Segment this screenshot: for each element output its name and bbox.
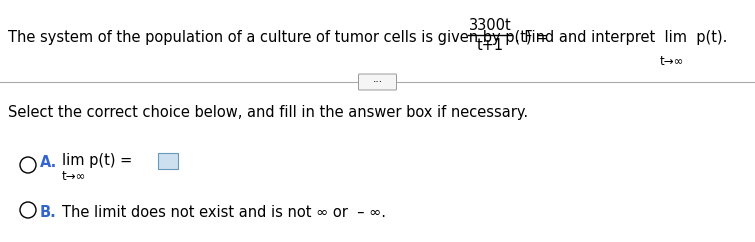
- Text: Select the correct choice below, and fill in the answer box if necessary.: Select the correct choice below, and fil…: [8, 105, 528, 120]
- Text: The system of the population of a culture of tumor cells is given by p(t) =: The system of the population of a cultur…: [8, 30, 548, 45]
- FancyBboxPatch shape: [158, 153, 178, 169]
- Text: t→∞: t→∞: [660, 55, 684, 68]
- Text: B.: B.: [40, 205, 57, 220]
- Text: t→∞: t→∞: [62, 170, 86, 183]
- Text: . Find and interpret  lim  p(t).: . Find and interpret lim p(t).: [515, 30, 727, 45]
- Text: A.: A.: [40, 155, 57, 170]
- Text: 3300t: 3300t: [469, 18, 511, 33]
- Text: t+1: t+1: [476, 38, 504, 53]
- Text: The limit does not exist and is not ∞ or  – ∞.: The limit does not exist and is not ∞ or…: [62, 205, 386, 220]
- FancyBboxPatch shape: [359, 74, 396, 90]
- Text: ···: ···: [372, 77, 383, 87]
- Text: lim p(t) =: lim p(t) =: [62, 153, 132, 168]
